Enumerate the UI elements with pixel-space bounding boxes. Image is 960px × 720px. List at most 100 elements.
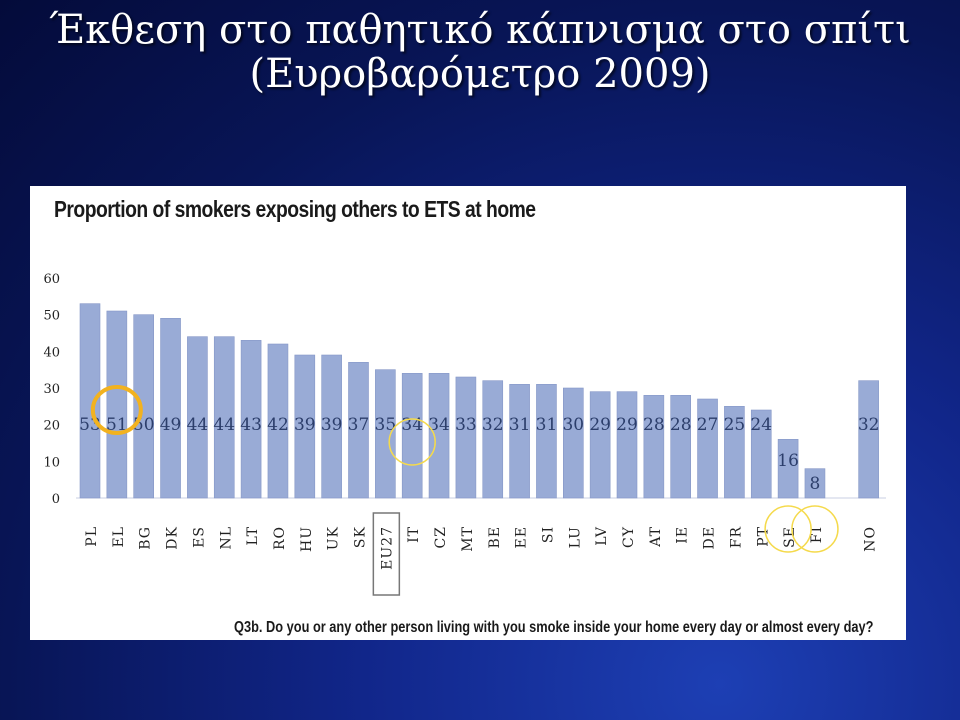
- value-label: 28: [670, 415, 692, 435]
- highlight-box: [372, 512, 401, 596]
- category-label: ES: [191, 526, 207, 548]
- value-label: 27: [697, 415, 719, 435]
- y-tick-label: 20: [43, 419, 60, 434]
- category-label: HU: [299, 526, 315, 552]
- category-label: LV: [594, 526, 610, 546]
- bar-es: [187, 336, 208, 499]
- slide-title-line2: (Ευροβαρόμετρο 2009): [249, 51, 711, 97]
- bar-lv: [589, 391, 611, 499]
- category-label: AT: [648, 526, 664, 548]
- bar-cz: [428, 373, 450, 499]
- bar-cy: [616, 391, 638, 499]
- bar-fi: [804, 468, 826, 499]
- highlight-circle: [764, 505, 812, 553]
- y-tick-label: 0: [52, 492, 60, 507]
- value-label: 32: [858, 415, 880, 435]
- value-label: 28: [643, 415, 665, 435]
- category-label: FR: [728, 526, 744, 548]
- category-label: LT: [245, 526, 261, 546]
- value-label: 44: [213, 415, 235, 435]
- category-label: BG: [138, 526, 154, 550]
- category-label: EL: [111, 526, 127, 548]
- bar-be: [482, 380, 504, 499]
- bar-at: [643, 395, 665, 499]
- value-label: 43: [240, 415, 262, 435]
- y-tick-label: 30: [43, 382, 60, 397]
- highlight-circle: [388, 418, 436, 466]
- bar-fr: [724, 406, 745, 499]
- bar-el: [106, 310, 128, 499]
- slide-title-line1: Έκθεση στο παθητικό κάπνισμα στο σπίτι: [49, 7, 911, 53]
- value-label: 49: [160, 415, 182, 435]
- category-label: UK: [326, 526, 342, 550]
- value-label: 24: [750, 415, 772, 435]
- value-label: 31: [509, 415, 531, 435]
- bar-mt: [455, 376, 477, 499]
- chart-title: Proportion of smokers exposing others to…: [54, 196, 536, 222]
- category-label: SI: [540, 526, 556, 543]
- value-label: 33: [455, 415, 477, 435]
- slide-title: Έκθεση στο παθητικό κάπνισμα στο σπίτι (…: [0, 8, 960, 96]
- category-label: IE: [675, 526, 691, 544]
- value-label: 35: [375, 415, 397, 435]
- bar-pt: [750, 409, 772, 499]
- value-label: 8: [810, 474, 821, 494]
- bar-it: [401, 373, 423, 499]
- value-label: 25: [724, 415, 746, 435]
- category-label: CY: [621, 526, 637, 548]
- category-label: NO: [863, 526, 879, 552]
- value-label: 51: [106, 415, 128, 435]
- value-label: 39: [321, 415, 343, 435]
- y-tick-label: 50: [43, 309, 60, 324]
- value-label: 29: [616, 415, 638, 435]
- category-label: CZ: [433, 526, 449, 548]
- value-label: 37: [348, 415, 370, 435]
- bar-ro: [267, 343, 289, 499]
- bar-lt: [240, 340, 262, 499]
- value-label: 30: [562, 415, 584, 435]
- bar-ie: [670, 395, 692, 499]
- bar-de: [697, 398, 718, 499]
- bar-se: [777, 439, 799, 499]
- category-label: EE: [514, 526, 530, 548]
- highlight-circle: [90, 385, 143, 435]
- value-label: 42: [267, 415, 289, 435]
- value-label: 34: [428, 415, 450, 435]
- category-label: NL: [218, 526, 234, 550]
- highlight-circle: [791, 505, 839, 553]
- bar-no: [858, 380, 879, 499]
- category-label: MT: [460, 526, 476, 552]
- value-label: 31: [536, 415, 558, 435]
- category-label: BE: [487, 526, 503, 549]
- chart-panel: Proportion of smokers exposing others to…: [30, 186, 906, 640]
- category-label: RO: [272, 526, 288, 550]
- bar-pl: [79, 303, 101, 499]
- category-label: EU27: [379, 526, 395, 570]
- bar-si: [536, 384, 557, 499]
- bar-uk: [321, 354, 342, 499]
- value-label: 32: [482, 415, 504, 435]
- value-label: 44: [187, 415, 209, 435]
- category-label: DK: [165, 526, 181, 550]
- y-tick-label: 10: [43, 455, 60, 470]
- value-label: 16: [777, 451, 799, 471]
- value-label: 34: [401, 415, 423, 435]
- bar-dk: [160, 318, 181, 499]
- category-label: DE: [702, 526, 718, 549]
- bar-nl: [213, 336, 235, 499]
- category-label: LU: [567, 526, 583, 548]
- bar-lu: [562, 387, 584, 499]
- category-label: SE: [782, 526, 798, 548]
- bar-chart: 010203040506053PL51EL50BG49DK44ES44NL43L…: [43, 272, 886, 596]
- y-tick-label: 40: [43, 345, 60, 360]
- category-label: IT: [406, 526, 422, 543]
- category-label: PL: [84, 526, 100, 547]
- bar-bg: [133, 314, 154, 499]
- y-tick-label: 60: [43, 272, 60, 287]
- bar-sk: [348, 362, 369, 499]
- category-label: SK: [353, 526, 369, 548]
- value-label: 39: [294, 415, 316, 435]
- chart-question: Q3b. Do you or any other person living w…: [234, 619, 874, 636]
- bar-hu: [294, 354, 316, 499]
- category-label: PT: [755, 526, 771, 547]
